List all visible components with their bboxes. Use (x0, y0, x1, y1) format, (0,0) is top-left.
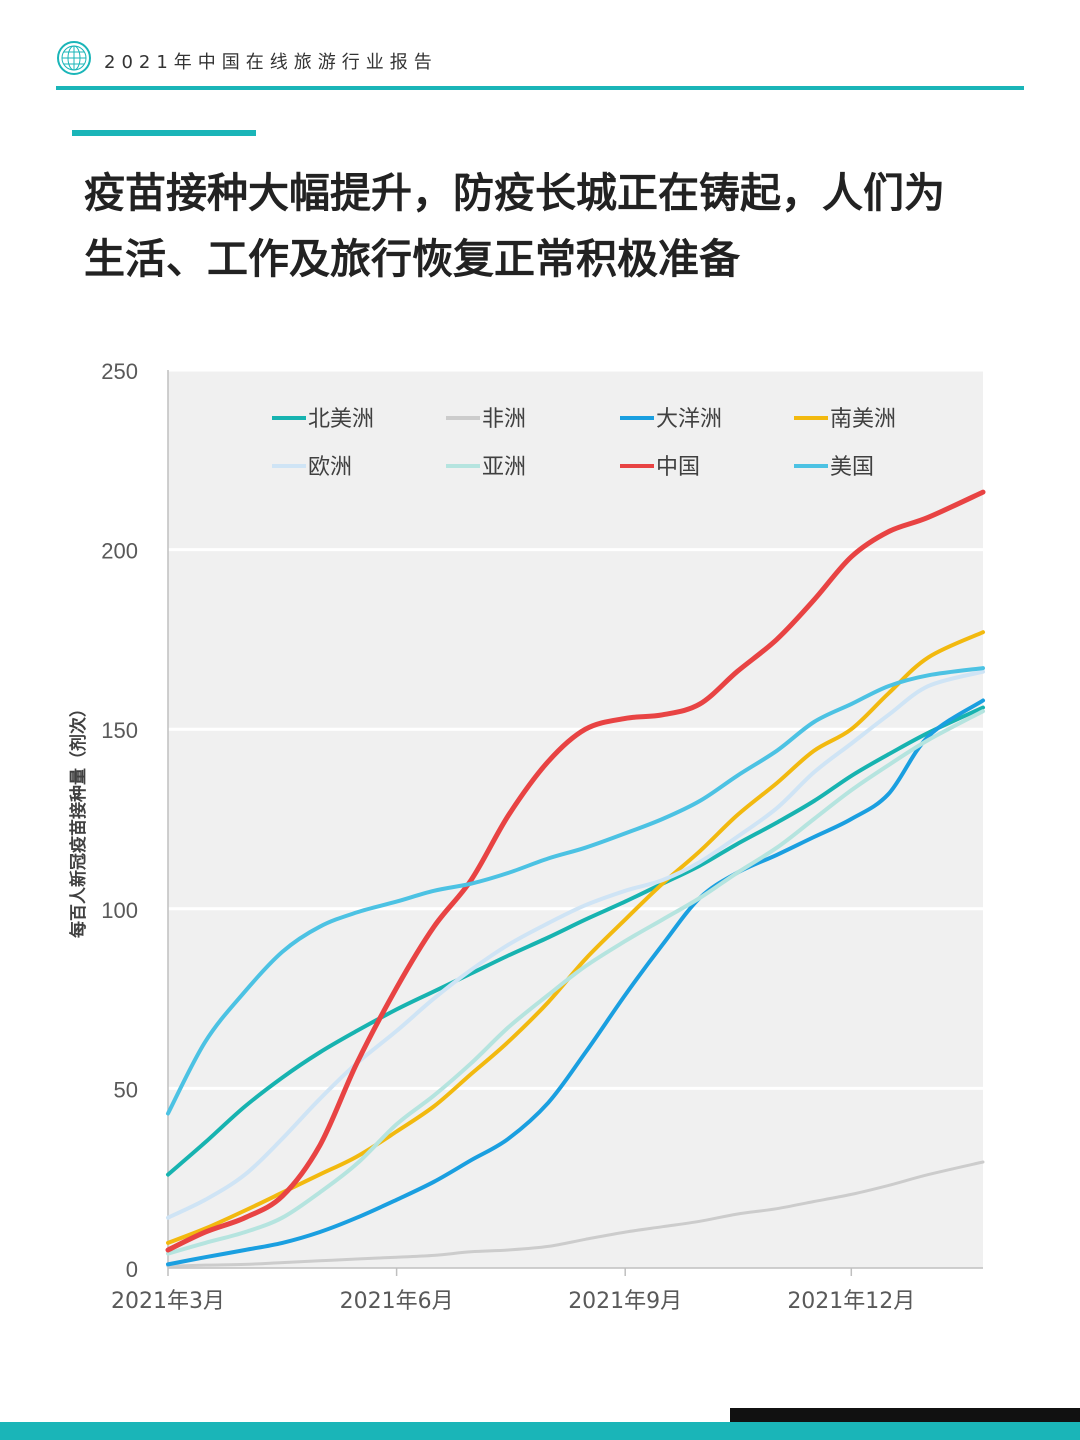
headline-line-1: 疫苗接种大幅提升，防疫长城正在铸起，人们为 (84, 169, 945, 217)
y-tick-label: 200 (101, 539, 138, 564)
legend-label: 北美洲 (308, 407, 374, 432)
y-tick-label: 0 (126, 1257, 138, 1282)
legend-label: 亚洲 (482, 455, 526, 480)
legend-label: 中国 (656, 455, 700, 480)
globe-icon (57, 41, 91, 75)
page-headline: 疫苗接种大幅提升，防疫长城正在铸起，人们为 生活、工作及旅行恢复正常积极准备 (84, 160, 1024, 292)
footer-dark-bar (730, 1408, 1080, 1422)
legend-label: 美国 (830, 455, 874, 480)
y-tick-label: 150 (101, 718, 138, 743)
legend-label: 大洋洲 (656, 407, 722, 432)
report-title: 2021年中国在线旅游行业报告 (104, 52, 438, 73)
headline-line-2: 生活、工作及旅行恢复正常积极准备 (84, 235, 740, 283)
report-header: 2021年中国在线旅游行业报告 (56, 40, 1024, 90)
footer-accent-bar (0, 1422, 1080, 1440)
x-tick-label: 2021年12月 (787, 1289, 915, 1314)
y-tick-label: 250 (101, 359, 138, 384)
legend-label: 南美洲 (830, 407, 896, 432)
series-line-亚洲 (166, 709, 985, 1256)
vaccination-line-chart: 0 50 100 150 200 250 2021年3月 2021年6月 2021年9月 2021… (68, 359, 986, 1314)
legend-label: 非洲 (482, 407, 526, 432)
x-tick-label: 2021年3月 (111, 1289, 225, 1314)
y-tick-label: 50 (114, 1077, 138, 1102)
series-line-中国 (165, 489, 986, 1253)
series-line-欧洲 (166, 669, 985, 1220)
series-line-美国 (166, 666, 985, 1116)
title-accent-bar (72, 130, 256, 136)
x-tick-label: 2021年9月 (568, 1289, 682, 1314)
series-line-北美洲 (166, 705, 985, 1177)
x-tick-label: 2021年6月 (340, 1289, 454, 1314)
series-line-非洲 (166, 1160, 985, 1268)
y-axis-label: 每百人新冠疫苗接种量（剂次） (68, 700, 89, 938)
header-divider (56, 86, 1024, 90)
y-tick-label: 100 (101, 898, 138, 923)
legend-label: 欧洲 (308, 455, 352, 480)
series-line-大洋洲 (166, 698, 985, 1267)
